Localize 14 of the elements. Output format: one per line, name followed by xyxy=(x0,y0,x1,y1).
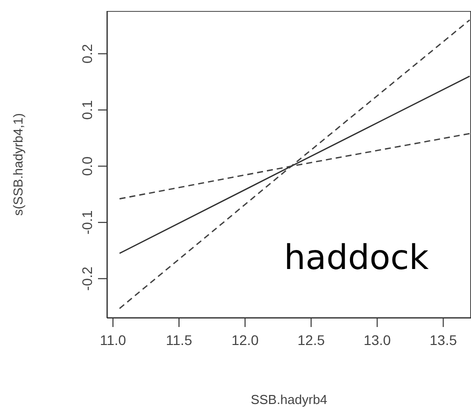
y-tick-label: 0.1 xyxy=(79,100,95,120)
x-tick-label: 12.0 xyxy=(231,332,259,348)
x-tick-label: 11.0 xyxy=(100,332,126,348)
x-axis-title: SSB.hadyrb4 xyxy=(250,392,328,407)
y-tick-label: -0.2 xyxy=(79,266,95,291)
y-tick-label: 0.2 xyxy=(79,44,95,64)
annotation: haddock xyxy=(284,238,429,278)
x-tick-label: 13.0 xyxy=(364,332,392,348)
x-tick-label: 12.5 xyxy=(298,332,325,348)
x-tick-label: 11.5 xyxy=(166,332,192,348)
y-axis-title: s(SSB.hadyrb4,1) xyxy=(10,113,26,216)
y-tick-label: -0.1 xyxy=(79,210,95,234)
y-tick-label: 0.0 xyxy=(79,156,95,176)
x-tick-label: 13.5 xyxy=(430,332,458,348)
